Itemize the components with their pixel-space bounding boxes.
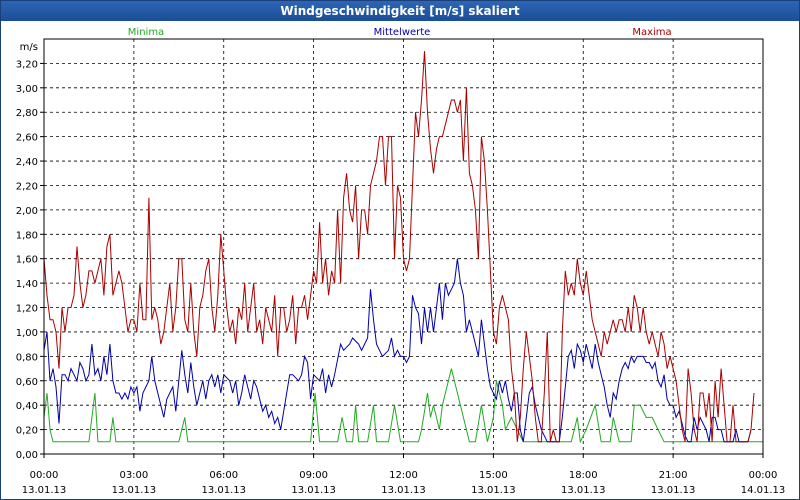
- y-tick-label: 2,60: [16, 133, 38, 144]
- legend-minima: Minima: [128, 27, 164, 38]
- y-axis-label: m/s: [20, 42, 38, 53]
- x-tick-date: 13.01.13: [112, 485, 157, 496]
- x-tick-time: 00:00: [749, 470, 778, 481]
- y-tick-label: 2,40: [16, 157, 38, 168]
- series-mittelwerte-line: [43, 258, 752, 443]
- y-tick-label: 0,60: [16, 377, 38, 388]
- x-tick-date: 13.01.13: [471, 485, 516, 496]
- x-tick-time: 09:00: [299, 470, 328, 481]
- y-tick-label: 2,20: [16, 181, 38, 192]
- x-tick-time: 12:00: [389, 470, 418, 481]
- y-tick-label: 2,80: [16, 108, 38, 119]
- x-tick-time: 21:00: [659, 470, 688, 481]
- y-tick-label: 0,40: [16, 401, 38, 412]
- y-tick-label: 1,20: [16, 304, 38, 315]
- y-tick-label: 1,80: [16, 230, 38, 241]
- legend-mittelwerte: Mittelwerte: [374, 27, 431, 38]
- window-title: Windgeschwindigkeit [m/s] skaliert: [1, 1, 799, 21]
- y-tick-label: 1,60: [16, 255, 38, 266]
- x-tick-date: 13.01.13: [22, 485, 67, 496]
- x-tick-date: 14.01.13: [741, 485, 786, 496]
- series-minima-line: [43, 368, 763, 444]
- legend-maxima: Maxima: [632, 27, 671, 38]
- y-tick-label: 0,80: [16, 352, 38, 363]
- y-tick-label: 2,00: [16, 206, 38, 217]
- y-tick-label: 3,00: [16, 84, 38, 95]
- x-tick-time: 06:00: [209, 470, 238, 481]
- y-tick-label: 1,40: [16, 279, 38, 290]
- x-tick-date: 13.01.13: [201, 485, 246, 496]
- x-tick-date: 13.01.13: [381, 485, 426, 496]
- x-tick-time: 15:00: [479, 470, 508, 481]
- x-tick-time: 03:00: [119, 470, 148, 481]
- series-lines: [43, 51, 763, 444]
- y-tick-label: 3,20: [16, 59, 38, 70]
- x-tick-date: 13.01.13: [561, 485, 606, 496]
- y-tick-label: 1,00: [16, 328, 38, 339]
- grid-lines: [44, 39, 763, 454]
- series-maxima-line: [43, 51, 755, 443]
- plot-frame: [43, 38, 764, 455]
- y-axis-ticks: 0,00 0,20 0,40 0,60 0,80 1,00 1,20 1,40 1,60 1,80…: [16, 59, 44, 461]
- x-tick-time: 00:00: [30, 470, 59, 481]
- y-tick-label: 0,00: [16, 450, 38, 461]
- x-axis-ticks: 00:00 13.01.13 03:00 13.01.13 06:00 13.01.13 0…: [22, 454, 786, 496]
- x-tick-date: 13.01.13: [291, 485, 336, 496]
- y-tick-label: 0,20: [16, 426, 38, 437]
- x-tick-time: 18:00: [569, 470, 598, 481]
- x-tick-date: 13.01.13: [651, 485, 696, 496]
